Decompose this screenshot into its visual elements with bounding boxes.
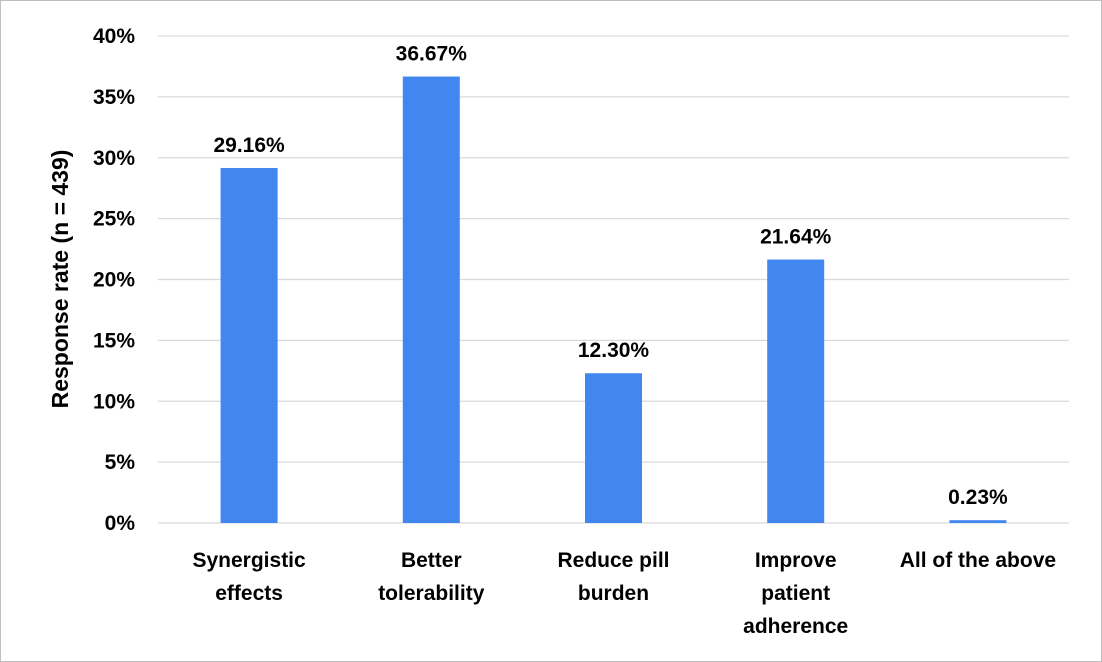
x-category-label-line: burden <box>578 582 649 605</box>
y-tick-label: 15% <box>93 329 135 352</box>
data-labels: 29.16% 36.67% 12.30% 21.64% 0.23% <box>213 43 1008 510</box>
x-category-label-line: Synergistic <box>192 549 306 572</box>
y-tick-label: 5% <box>105 451 136 474</box>
x-category-label-line: adherence <box>743 615 848 638</box>
x-category-label: Improve patient adherence <box>743 549 848 638</box>
y-tick-label: 35% <box>93 86 135 109</box>
x-category-label-line: Improve <box>755 549 837 572</box>
bar <box>949 520 1007 523</box>
x-category-label-line: Reduce pill <box>557 549 669 572</box>
y-tick-label: 20% <box>93 269 135 292</box>
bars <box>220 76 1007 524</box>
x-category-label-line: patient <box>761 582 830 605</box>
x-category-label-line: All of the above <box>900 549 1056 572</box>
y-tick-label: 10% <box>93 390 135 413</box>
x-category-label-line: effects <box>215 582 283 605</box>
data-label: 12.30% <box>578 339 650 362</box>
x-category-label-line: tolerability <box>378 582 485 605</box>
x-axis-categories: Synergistic effects Better tolerability Redu… <box>192 549 1056 638</box>
data-label: 21.64% <box>760 226 832 249</box>
y-tick-label: 40% <box>93 25 135 48</box>
x-category-label: Reduce pill burden <box>557 549 669 605</box>
x-category-label: Better tolerability <box>378 549 485 605</box>
bar <box>767 259 825 523</box>
x-category-label: Synergistic effects <box>192 549 306 605</box>
bar <box>220 167 278 524</box>
x-category-label: All of the above <box>900 549 1056 572</box>
x-category-label-line: Better <box>401 549 462 572</box>
y-tick-label: 25% <box>93 208 135 231</box>
y-axis-ticks: 0% 5% 10% 15% 20% 25% 30% 35% 40% <box>93 25 135 535</box>
bar <box>585 373 642 523</box>
y-axis-title: Response rate (n = 439) <box>47 150 73 409</box>
data-label: 29.16% <box>213 134 285 157</box>
y-tick-label: 0% <box>105 512 136 535</box>
data-label: 36.67% <box>396 43 468 66</box>
gridlines <box>158 35 1069 524</box>
y-tick-label: 30% <box>93 147 135 170</box>
data-label: 0.23% <box>948 486 1008 509</box>
bar <box>402 76 460 523</box>
